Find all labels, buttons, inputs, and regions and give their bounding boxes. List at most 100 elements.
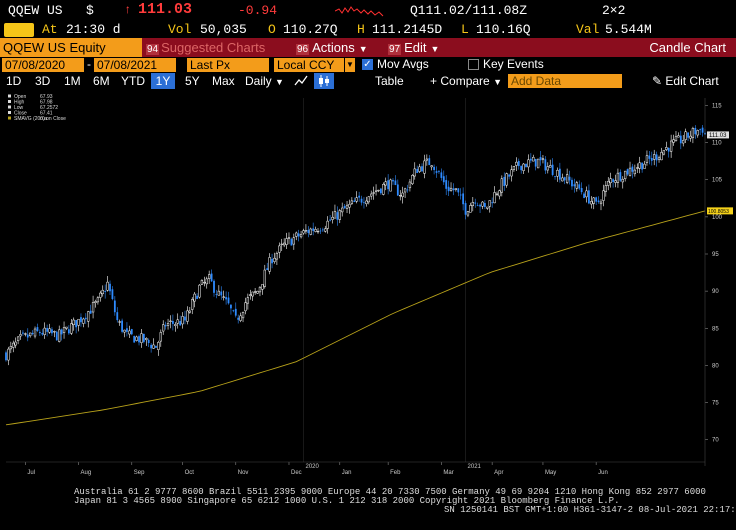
- period-1d[interactable]: 1D: [6, 74, 22, 88]
- candle-chart[interactable]: Open 67.93 High 67.98 Low 67.2572 Close 67.41 SM…: [0, 90, 736, 486]
- suggested-charts-button[interactable]: 94 Suggested Charts: [146, 38, 265, 57]
- candle-body: [331, 216, 334, 220]
- candle-body: [239, 315, 242, 321]
- x-tick-label: Feb: [390, 470, 401, 476]
- toolbar: 1D 3D 1M 6M YTD 1Y 5Y Max Daily ▼ Table …: [0, 73, 736, 89]
- candle-body: [435, 171, 438, 173]
- candle-body: [387, 180, 390, 190]
- x-tick-label: Jan: [342, 470, 352, 476]
- candle-body: [585, 190, 588, 198]
- y-tick-label: 90: [712, 289, 719, 295]
- date-separator: -: [87, 57, 91, 71]
- candle-body: [433, 166, 436, 170]
- mov-avgs-checkbox[interactable]: ✓: [362, 59, 373, 70]
- legend-label: SMAVG (200) on Close: [14, 116, 66, 122]
- volume: 50,035: [200, 22, 247, 37]
- up-arrow-icon: ↑: [124, 3, 132, 17]
- candle-chart-icon[interactable]: [314, 73, 334, 89]
- candle-body: [353, 200, 356, 202]
- period-1m[interactable]: 1M: [64, 74, 81, 88]
- line-chart-icon[interactable]: [294, 73, 312, 89]
- val-label: Val: [576, 22, 600, 37]
- candle-body: [529, 158, 532, 161]
- security-field[interactable]: QQEW US Equity: [0, 38, 142, 57]
- year-label: 2020: [305, 464, 319, 470]
- candle-body: [471, 202, 474, 207]
- candle-body: [614, 180, 617, 183]
- period-6m[interactable]: 6M: [93, 74, 110, 88]
- candle-body: [336, 212, 339, 220]
- candle-body: [215, 294, 218, 295]
- candle-body: [304, 230, 308, 232]
- candle-body: [203, 281, 206, 284]
- candle-body: [515, 161, 518, 166]
- candle-body: [505, 173, 508, 186]
- candle-body: [208, 274, 211, 279]
- actions-menu[interactable]: 96 Actions ▼: [296, 38, 368, 57]
- compare-label: Compare: [440, 74, 490, 88]
- candle-body: [41, 332, 44, 335]
- period-3d[interactable]: 3D: [35, 74, 51, 88]
- candle-body: [522, 163, 525, 171]
- chart-svg[interactable]: Open 67.93 High 67.98 Low 67.2572 Close 67.41SM…: [0, 90, 736, 486]
- last-price-badge-label: 111.03: [709, 133, 727, 139]
- candle-body: [169, 320, 172, 322]
- candle-body: [171, 320, 174, 324]
- candle-body: [491, 202, 494, 204]
- plus-icon: +: [430, 74, 438, 88]
- suggested-num: 94: [146, 44, 160, 55]
- period-1y[interactable]: 1Y: [151, 73, 175, 89]
- add-data-input[interactable]: Add Data: [508, 74, 622, 88]
- legend-swatch: [8, 105, 11, 109]
- sparkline-icon: [335, 6, 384, 17]
- price-field-select[interactable]: Last Px: [187, 58, 269, 72]
- candle-body: [319, 230, 322, 232]
- x-tick-label: Nov: [238, 470, 249, 476]
- candle-body: [459, 194, 462, 196]
- candle-body: [684, 131, 687, 140]
- currency-select[interactable]: Local CCY: [274, 58, 344, 72]
- sma-line: [5, 210, 706, 426]
- candle-body: [176, 319, 179, 324]
- edit-menu[interactable]: 97 Edit ▼: [388, 38, 439, 57]
- pencil-icon: ✎: [652, 74, 663, 88]
- candle-body: [403, 188, 407, 193]
- frequency-select[interactable]: Daily ▼: [245, 73, 284, 89]
- start-date-field[interactable]: 07/08/2020: [2, 58, 84, 72]
- edit-num: 97: [388, 44, 402, 55]
- candle-body: [655, 154, 658, 161]
- candle-body: [72, 319, 75, 325]
- candle-body: [184, 316, 186, 321]
- period-5y[interactable]: 5Y: [185, 74, 200, 88]
- candle-body: [121, 320, 123, 332]
- candle-body: [210, 273, 213, 282]
- ticker[interactable]: QQEW US: [8, 3, 63, 18]
- compare-button[interactable]: + Compare ▼: [430, 73, 502, 89]
- chevron-down-icon[interactable]: ▼: [345, 58, 355, 72]
- candle-body: [166, 323, 170, 326]
- edit-chart-button[interactable]: ✎ Edit Chart: [652, 73, 719, 89]
- candle-body: [674, 136, 678, 141]
- candle-body: [309, 228, 312, 235]
- candle-body: [568, 176, 571, 181]
- candle-body: [573, 184, 576, 187]
- candle-body: [292, 237, 295, 245]
- end-date-field[interactable]: 07/08/2021: [94, 58, 176, 72]
- period-max[interactable]: Max: [212, 74, 235, 88]
- candle-body: [38, 331, 41, 334]
- period-ytd[interactable]: YTD: [121, 74, 145, 88]
- actions-label: Actions: [312, 40, 355, 55]
- candle-body: [162, 324, 165, 332]
- candle-body: [520, 165, 523, 171]
- candle-body: [87, 311, 90, 322]
- vol-label: Vol: [168, 22, 192, 37]
- candle-body: [498, 190, 501, 197]
- candle-body: [164, 325, 167, 327]
- key-events-checkbox[interactable]: [468, 59, 479, 70]
- candle-body: [198, 284, 201, 298]
- net-change: -0.94: [238, 3, 278, 18]
- candle-body: [307, 229, 310, 233]
- table-button[interactable]: Table: [375, 74, 404, 88]
- candle-body: [358, 195, 361, 198]
- candle-body: [280, 243, 283, 246]
